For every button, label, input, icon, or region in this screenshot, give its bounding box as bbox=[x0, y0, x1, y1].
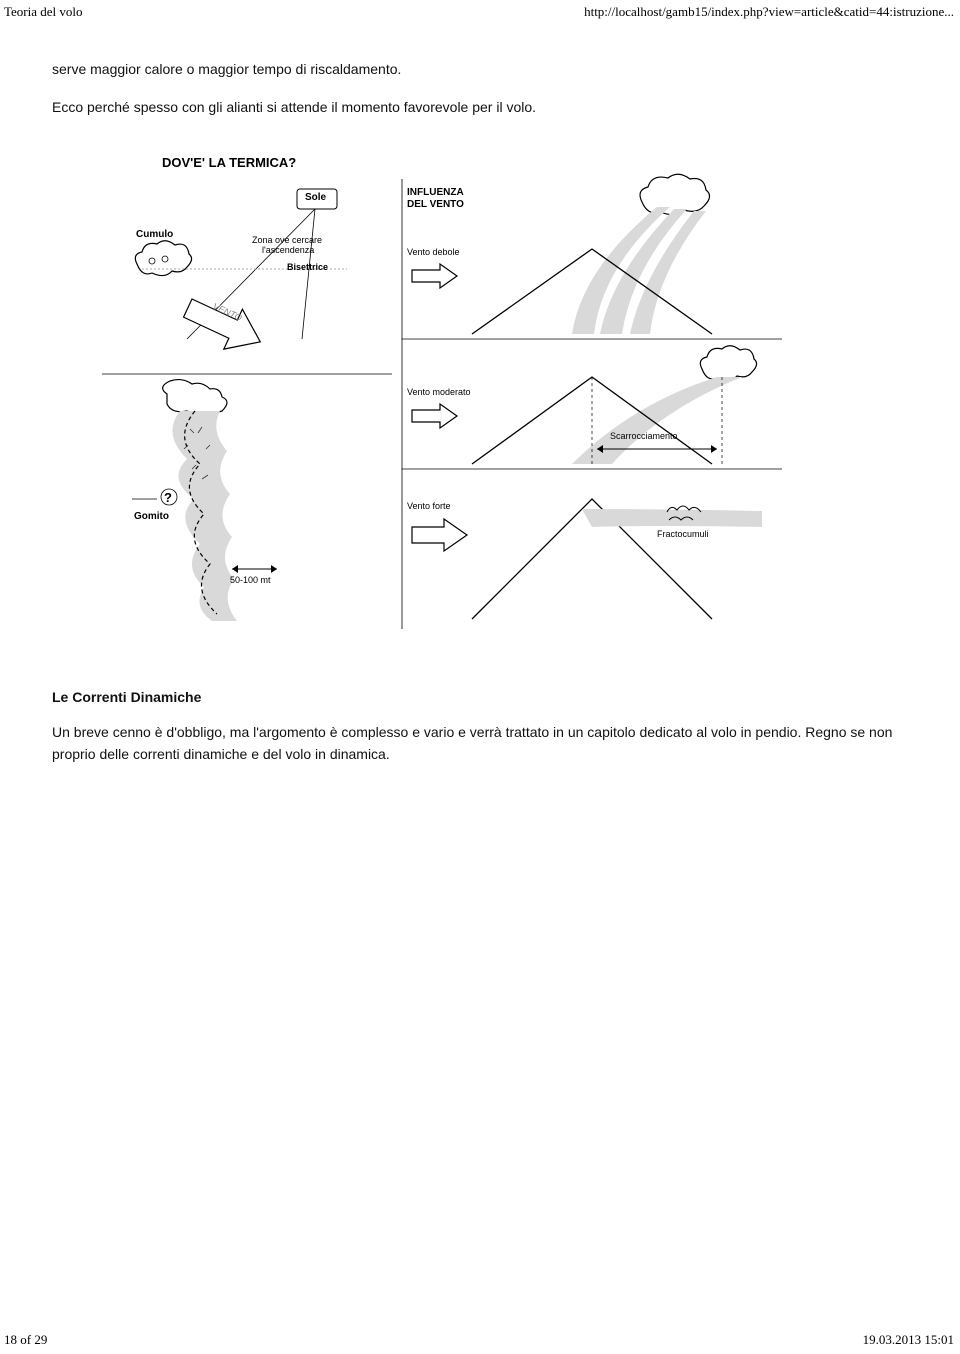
footer-datetime: 19.03.2013 15:01 bbox=[863, 1332, 954, 1348]
paragraph-2: Ecco perché spesso con gli alianti si at… bbox=[52, 96, 908, 118]
header-title: Teoria del volo bbox=[4, 4, 83, 20]
label-zona2: l'ascendenza bbox=[262, 245, 314, 255]
label-delvento: DEL VENTO bbox=[407, 199, 464, 210]
page-footer: 18 of 29 19.03.2013 15:01 bbox=[4, 1332, 954, 1348]
thermal-diagram: DOV'E' LA TERMICA? bbox=[102, 149, 782, 649]
label-vento-forte: Vento forte bbox=[407, 501, 451, 511]
section-title: Le Correnti Dinamiche bbox=[52, 689, 908, 705]
paragraph-1: serve maggior calore o maggior tempo di … bbox=[52, 58, 908, 80]
label-vento-moderato: Vento moderato bbox=[407, 387, 471, 397]
label-sole: Sole bbox=[305, 192, 326, 203]
label-fractocumuli: Fractocumuli bbox=[657, 529, 709, 539]
label-bisettrice: Bisettrice bbox=[287, 262, 328, 272]
page-header: Teoria del volo http://localhost/gamb15/… bbox=[0, 0, 960, 22]
label-zona: Zona ove cercare bbox=[252, 235, 322, 245]
label-influenza: INFLUENZA bbox=[407, 187, 464, 198]
header-url: http://localhost/gamb15/index.php?view=a… bbox=[584, 4, 954, 20]
label-cumulo: Cumulo bbox=[136, 229, 173, 240]
label-question: ? bbox=[164, 490, 172, 505]
label-distanza: 50-100 mt bbox=[230, 575, 271, 585]
diagram-svg bbox=[102, 149, 782, 649]
paragraph-3: Un breve cenno è d'obbligo, ma l'argomen… bbox=[52, 721, 908, 766]
label-gomito: Gomito bbox=[134, 511, 169, 522]
label-vento-debole: Vento debole bbox=[407, 247, 460, 257]
label-scarrocciamento: Scarrocciamento bbox=[610, 431, 678, 441]
article-content: serve maggior calore o maggior tempo di … bbox=[0, 22, 960, 766]
footer-page: 18 of 29 bbox=[4, 1332, 47, 1348]
